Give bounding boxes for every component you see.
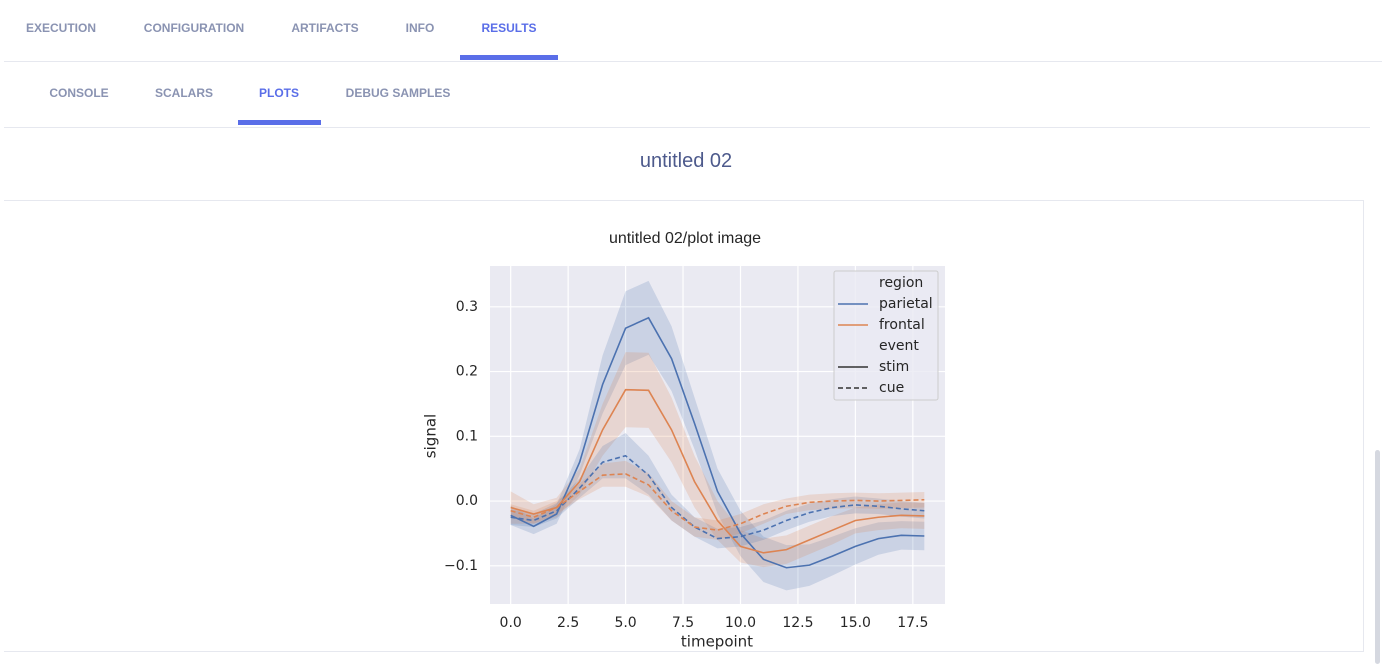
subtab[interactable]: PLOTS xyxy=(258,86,300,100)
subtab[interactable]: CONSOLE xyxy=(49,86,109,100)
tab[interactable]: INFO xyxy=(405,21,435,35)
y-tick-label: 0.1 xyxy=(456,428,478,444)
active-tab-indicator xyxy=(460,55,558,60)
x-tick-label: 2.5 xyxy=(557,615,579,631)
subtab[interactable]: SCALARS xyxy=(154,86,214,100)
legend-label: event xyxy=(879,338,919,354)
series-line xyxy=(510,388,925,554)
series-line xyxy=(510,316,925,569)
x-tick-label: 17.5 xyxy=(897,615,928,631)
legend-label: parietal xyxy=(879,296,933,312)
x-axis-label: timepoint xyxy=(681,633,753,651)
chart-title: untitled 02/plot image xyxy=(609,230,761,247)
tab[interactable]: RESULTS xyxy=(481,21,537,35)
y-axis-label: signal xyxy=(422,414,440,458)
confidence-band xyxy=(510,433,925,549)
plot-image: untitled 02/plot image timepoint signal … xyxy=(422,230,945,651)
x-tick-label: 15.0 xyxy=(840,615,871,631)
y-tick-label: 0.3 xyxy=(456,299,478,315)
subtab[interactable]: DEBUG SAMPLES xyxy=(345,86,451,100)
series-line xyxy=(510,454,925,540)
x-tick-label: 5.0 xyxy=(614,615,636,631)
x-tick-label: 10.0 xyxy=(725,615,756,631)
y-tick-label: 0.0 xyxy=(456,493,478,509)
x-tick-label: 12.5 xyxy=(782,615,813,631)
legend-label: cue xyxy=(879,380,904,396)
divider xyxy=(4,200,1364,201)
series-line xyxy=(510,473,925,531)
active-subtab-indicator xyxy=(238,120,321,125)
divider xyxy=(4,61,1382,62)
legend-label: stim xyxy=(879,359,909,375)
panel-border xyxy=(1363,200,1364,651)
y-tick-label: −0.1 xyxy=(444,558,478,574)
confidence-band xyxy=(510,352,925,568)
section-title: untitled 02 xyxy=(639,150,733,172)
scrollbar[interactable] xyxy=(1375,450,1380,664)
legend: region parietal frontal event stim cue xyxy=(833,270,939,401)
confidence-band xyxy=(510,460,925,540)
legend-label: region xyxy=(879,275,923,291)
legend-label: frontal xyxy=(879,317,925,333)
divider xyxy=(4,651,1364,652)
tab[interactable]: ARTIFACTS xyxy=(291,21,359,35)
tab[interactable]: CONFIGURATION xyxy=(143,21,245,35)
divider xyxy=(4,127,1370,128)
y-tick-label: 0.2 xyxy=(456,364,478,380)
tab[interactable]: EXECUTION xyxy=(25,21,97,35)
x-tick-label: 0.0 xyxy=(500,615,522,631)
x-tick-label: 7.5 xyxy=(672,615,694,631)
